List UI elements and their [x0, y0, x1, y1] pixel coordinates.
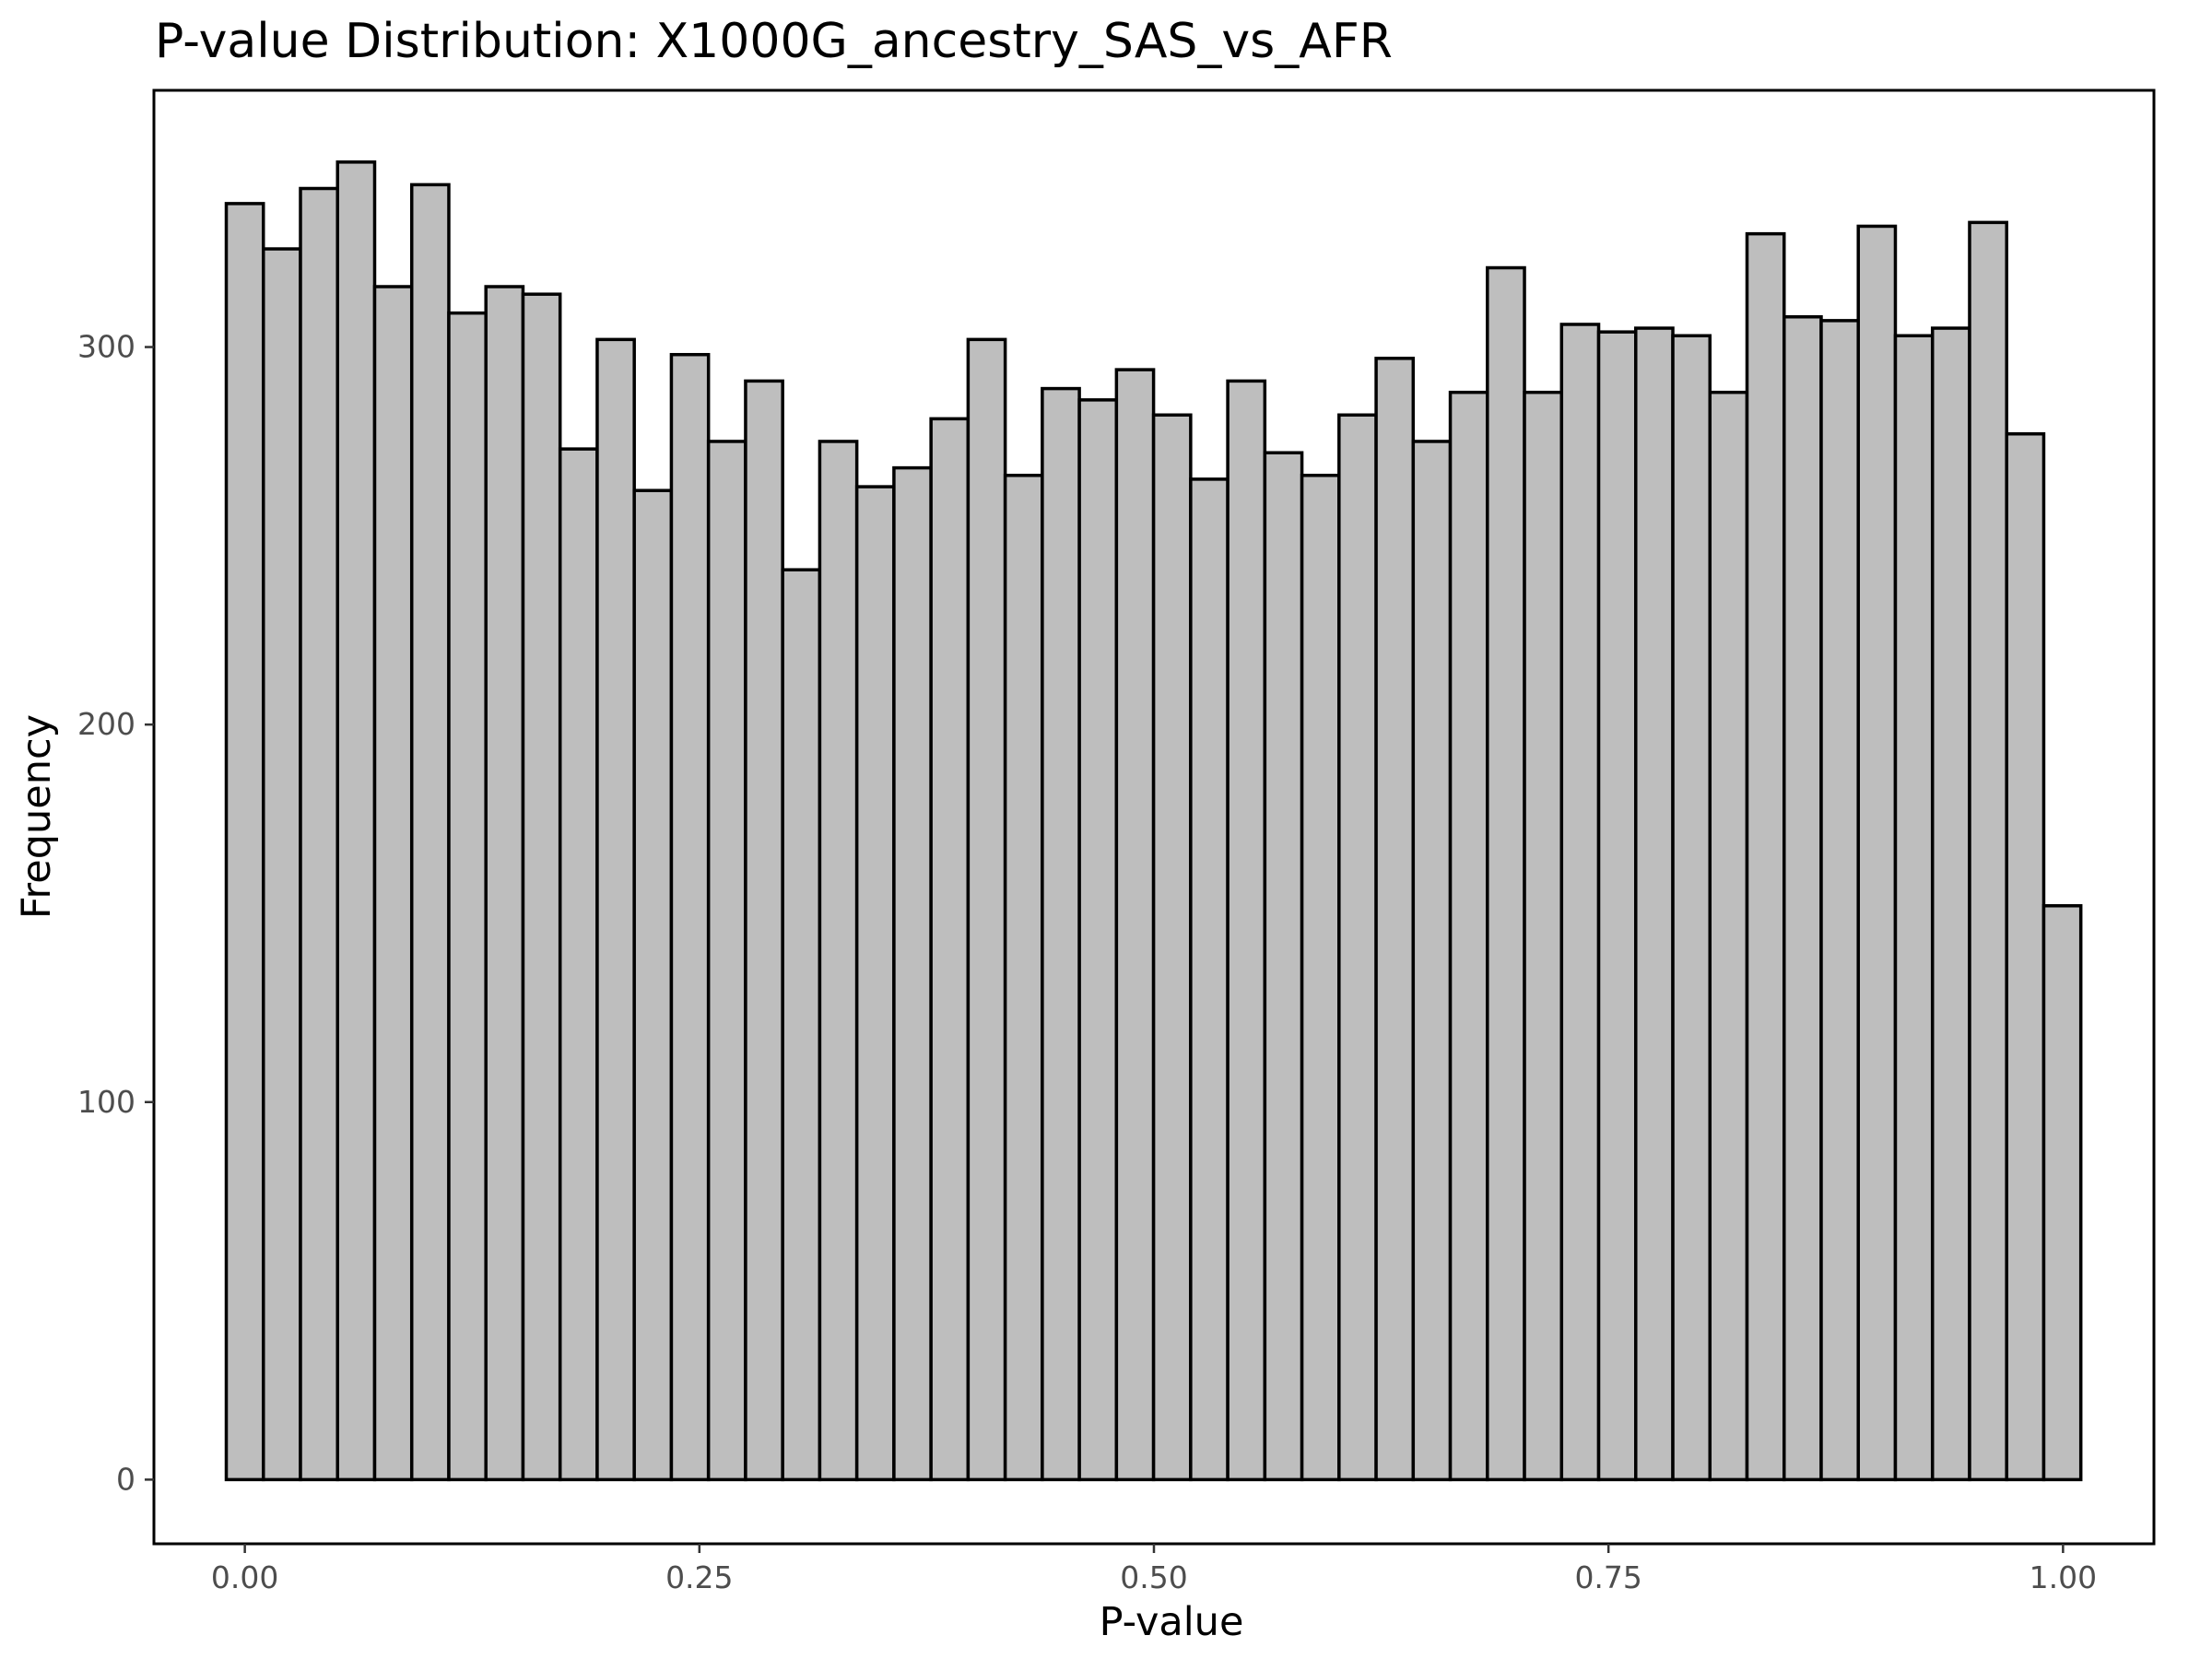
histogram-bar: [262, 247, 302, 1482]
histogram-bar: [632, 488, 674, 1482]
histogram-bar: [1596, 330, 1638, 1482]
histogram-bar: [595, 337, 636, 1482]
histogram-bar: [1151, 413, 1193, 1482]
x-tick-label: 0.75: [1574, 1559, 1641, 1595]
histogram-bar: [299, 186, 339, 1482]
histogram-bar: [1263, 451, 1304, 1482]
histogram-bar: [1077, 398, 1119, 1482]
y-axis: 0 100 200 300: [77, 329, 154, 1497]
x-tick-label: 0.50: [1120, 1559, 1187, 1595]
histogram-bar: [2005, 432, 2046, 1482]
histogram-bar: [1559, 323, 1601, 1482]
histogram-bar: [447, 311, 488, 1482]
y-tick-label: 0: [116, 1461, 135, 1497]
histogram-bar: [1374, 357, 1416, 1482]
histogram-bar: [1856, 224, 1898, 1482]
histogram-bar: [1708, 390, 1749, 1482]
histogram-bar: [484, 285, 525, 1482]
y-axis-title: Frequency: [14, 714, 60, 919]
histogram-bar: [558, 447, 599, 1482]
histogram-bar: [781, 568, 822, 1482]
histogram-bar: [744, 379, 784, 1482]
y-tick-label: 300: [77, 329, 135, 365]
y-tick-label: 200: [77, 706, 135, 742]
histogram-bar: [929, 417, 971, 1482]
histogram-bar: [372, 285, 414, 1482]
histogram-bar: [409, 182, 451, 1482]
histogram-bar: [1041, 386, 1081, 1482]
histogram-bar: [1634, 326, 1675, 1482]
histogram-bar: [854, 485, 896, 1482]
x-tick-label: 0.25: [665, 1559, 733, 1595]
histogram-bar: [1411, 440, 1453, 1482]
histogram-bar: [1189, 477, 1230, 1482]
bars-group: [224, 160, 2083, 1482]
histogram-bar: [706, 440, 747, 1482]
y-tick-label: 100: [77, 1084, 135, 1120]
histogram-bar: [1523, 390, 1564, 1482]
histogram-bar: [1300, 474, 1341, 1482]
histogram-bar: [1783, 315, 1823, 1482]
histogram-bar: [1003, 474, 1044, 1482]
histogram-bar: [669, 352, 711, 1482]
histogram-bar: [1893, 334, 1935, 1482]
histogram-bar: [1671, 334, 1712, 1482]
histogram-bar: [892, 465, 933, 1482]
histogram-bar: [966, 337, 1007, 1482]
histogram-bar: [521, 292, 562, 1482]
x-axis: 0.00 0.25 0.50 0.75 1.00: [211, 1544, 2097, 1595]
histogram-bar: [1968, 220, 2008, 1482]
histogram-bar: [224, 202, 265, 1482]
histogram-bar: [818, 440, 859, 1482]
histogram-bar: [1337, 413, 1378, 1482]
x-tick-label: 0.00: [211, 1559, 278, 1595]
histogram-bar: [1930, 326, 1971, 1482]
histogram-bar: [1486, 265, 1526, 1482]
histogram-bar: [1819, 319, 1860, 1482]
histogram-bar: [335, 160, 377, 1482]
histogram-bar: [1114, 368, 1156, 1482]
histogram-bar: [1448, 390, 1489, 1482]
x-tick-label: 1.00: [2030, 1559, 2097, 1595]
x-axis-title: P-value: [1100, 1599, 1244, 1645]
histogram-bar: [1745, 231, 1786, 1482]
histogram-bar: [2041, 904, 2083, 1482]
chart-title: P-value Distribution: X1000G_ancestry_SA…: [155, 14, 1393, 69]
histogram-bar: [1226, 379, 1267, 1482]
